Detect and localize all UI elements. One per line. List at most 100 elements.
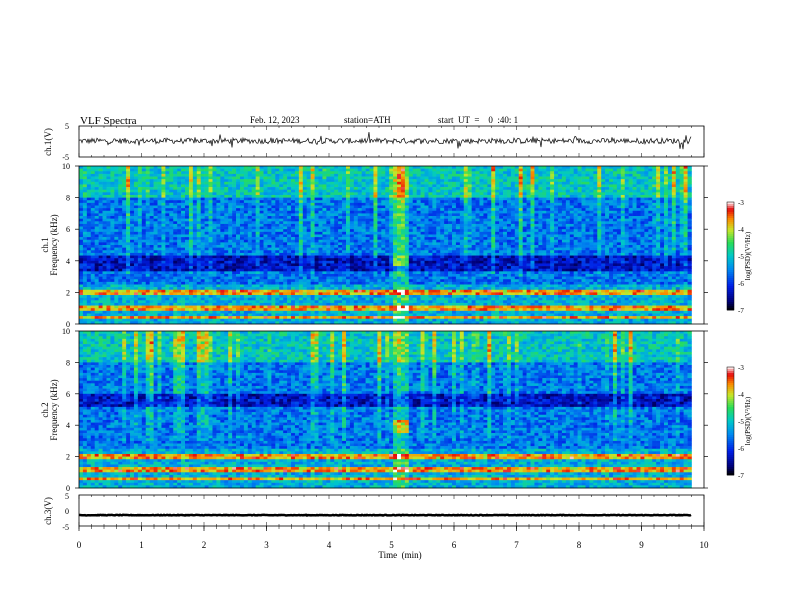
spectrogram-cell	[146, 303, 150, 306]
spectrogram-cell	[134, 271, 138, 274]
spectrogram-cell	[106, 266, 110, 269]
spectrogram-cell	[216, 177, 220, 180]
spectrogram-cell	[130, 237, 134, 240]
spectrogram-cell	[158, 282, 162, 285]
spectrogram-cell	[146, 274, 150, 277]
spectrogram-cell	[173, 248, 177, 251]
spectrogram-cell	[106, 211, 110, 214]
spectrogram-cell	[91, 195, 95, 198]
spectrogram-cell	[122, 308, 126, 311]
spectrogram-cell	[150, 224, 154, 227]
spectrogram-cell	[91, 303, 95, 306]
spectrogram-cell	[177, 198, 181, 201]
spectrogram-cell	[114, 195, 118, 198]
spectrogram-cell	[130, 216, 134, 219]
spectrogram-cell	[209, 232, 213, 235]
spectrogram-cell	[158, 224, 162, 227]
spectrogram-cell	[142, 174, 146, 177]
spectrogram-cell	[165, 319, 169, 322]
spectrogram-cell	[197, 303, 201, 306]
spectrogram-cell	[169, 282, 173, 285]
spectrogram-cell	[91, 187, 95, 190]
spectrogram-cell	[103, 248, 107, 251]
spectrogram-cell	[99, 219, 103, 222]
spectrogram-cell	[154, 279, 158, 282]
spectrogram-cell	[146, 237, 150, 240]
spectrogram-cell	[185, 198, 189, 201]
spectrogram-cell	[209, 258, 213, 261]
spectrogram-cell	[114, 184, 118, 187]
spectrogram-cell	[154, 306, 158, 309]
spectrogram-cell	[79, 287, 83, 290]
spectrogram-cell	[99, 263, 103, 266]
spectrogram-cell	[150, 258, 154, 261]
vlf-figure: VLF Spectra Feb. 12, 2023 station=ATH st…	[0, 0, 792, 612]
spectrogram-cell	[165, 171, 169, 174]
spectrogram-cell	[189, 292, 193, 295]
spectrogram-cell	[150, 221, 154, 224]
spectrogram-cell	[216, 190, 220, 193]
spectrogram-cell	[212, 282, 216, 285]
spectrogram-cell	[201, 290, 205, 293]
spectrogram-cell	[209, 316, 213, 319]
spectrogram-cell	[106, 221, 110, 224]
spectrogram-cell	[118, 187, 122, 190]
spectrogram-cell	[201, 203, 205, 206]
spectrogram-cell	[130, 290, 134, 293]
spectrogram-cell	[185, 269, 189, 272]
spectrogram-cell	[161, 208, 165, 211]
spectrogram-cell	[106, 208, 110, 211]
spectrogram-cell	[118, 232, 122, 235]
spectrogram-cell	[173, 200, 177, 203]
spectrogram-cell	[205, 234, 209, 237]
spectrogram-cell	[91, 290, 95, 293]
spectrogram-cell	[91, 292, 95, 295]
spectrogram-cell	[197, 166, 201, 169]
spectrogram-cell	[181, 313, 185, 316]
spectrogram-cell	[216, 308, 220, 311]
spectrogram-cell	[106, 216, 110, 219]
spectrogram-cell	[150, 290, 154, 293]
spectrogram-cell	[181, 190, 185, 193]
spectrogram-cell	[173, 190, 177, 193]
spectrogram-cell	[87, 256, 91, 259]
spectrogram-cell	[138, 177, 142, 180]
spectrogram-cell	[165, 177, 169, 180]
spectrogram-cell	[106, 179, 110, 182]
spectrogram-cell	[173, 295, 177, 298]
spectrogram-cell	[193, 311, 197, 314]
spectrogram-cell	[181, 279, 185, 282]
spectrogram-cell	[95, 232, 99, 235]
spectrogram-cell	[209, 184, 213, 187]
spectrogram-cell	[103, 287, 107, 290]
spectrogram-cell	[130, 298, 134, 301]
spectrogram-cell	[99, 274, 103, 277]
spectrogram-cell	[110, 290, 114, 293]
spectrogram-cell	[126, 316, 130, 319]
spectrogram-cell	[138, 277, 142, 280]
spectrogram-cell	[106, 227, 110, 230]
spectrogram-cell	[212, 213, 216, 216]
spectrogram-cell	[197, 258, 201, 261]
spectrogram-cell	[91, 179, 95, 182]
spectrogram-cell	[91, 311, 95, 314]
spectrogram-cell	[126, 219, 130, 222]
spectrogram-cell	[169, 237, 173, 240]
spectrogram-cell	[150, 306, 154, 309]
spectrogram-cell	[197, 198, 201, 201]
spectrogram-cell	[158, 295, 162, 298]
spectrogram-cell	[103, 179, 107, 182]
spectrogram-cell	[95, 242, 99, 245]
spectrogram-cell	[122, 316, 126, 319]
spectrogram-cell	[83, 253, 87, 256]
spectrogram-cell	[161, 171, 165, 174]
spectrogram-cell	[146, 195, 150, 198]
spectrogram-cell	[103, 227, 107, 230]
spectrogram-cell	[193, 240, 197, 243]
spectrogram-cell	[154, 195, 158, 198]
spectrogram-cell	[138, 308, 142, 311]
spectrogram-cell	[189, 287, 193, 290]
spectrogram-cell	[91, 242, 95, 245]
spectrogram-cell	[201, 250, 205, 253]
spectrogram-cell	[212, 227, 216, 230]
